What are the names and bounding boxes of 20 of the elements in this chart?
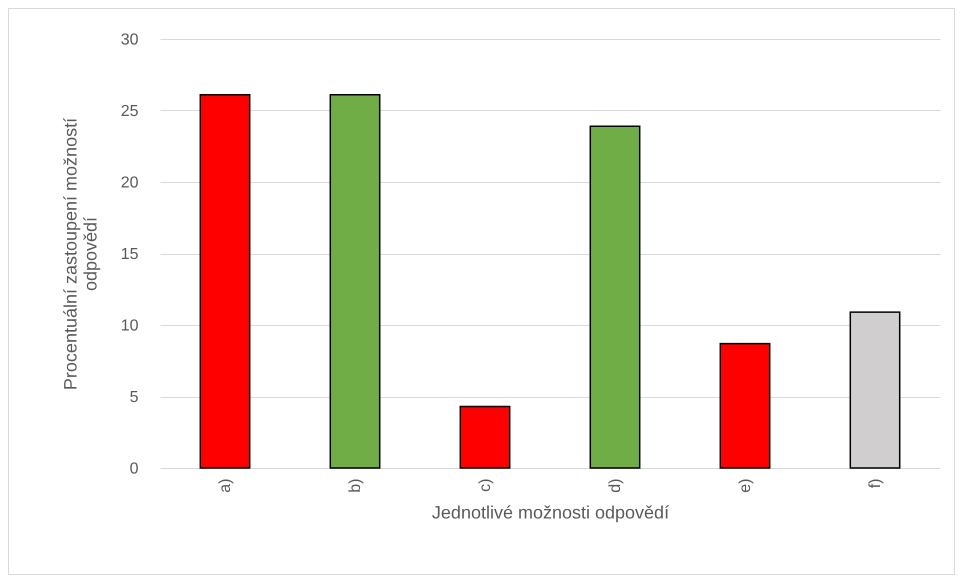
x-tick-label: c) <box>477 478 494 492</box>
x-tick-label: e) <box>737 478 754 493</box>
y-axis-title: Procentuální zastoupení možností odpovědí <box>60 118 101 390</box>
bar <box>200 94 250 469</box>
y-tick-label: 5 <box>130 389 139 406</box>
x-tick-label: b) <box>347 478 364 493</box>
y-tick-label: 25 <box>120 103 139 120</box>
y-tick-label: 15 <box>120 246 139 263</box>
bar <box>590 125 640 469</box>
x-tick-label: d) <box>607 478 624 493</box>
x-axis-title: Jednotlivé možnosti odpovědí <box>432 502 670 523</box>
x-tick-label: f) <box>867 478 884 488</box>
x-tick-label: a) <box>217 478 234 493</box>
y-tick-label: 10 <box>120 318 139 334</box>
y-tick-label: 20 <box>120 174 139 192</box>
bar <box>330 94 380 469</box>
y-tick-label: 0 <box>130 460 139 478</box>
y-tick-label: 30 <box>120 32 139 48</box>
bar <box>720 342 770 469</box>
bar <box>460 406 510 469</box>
